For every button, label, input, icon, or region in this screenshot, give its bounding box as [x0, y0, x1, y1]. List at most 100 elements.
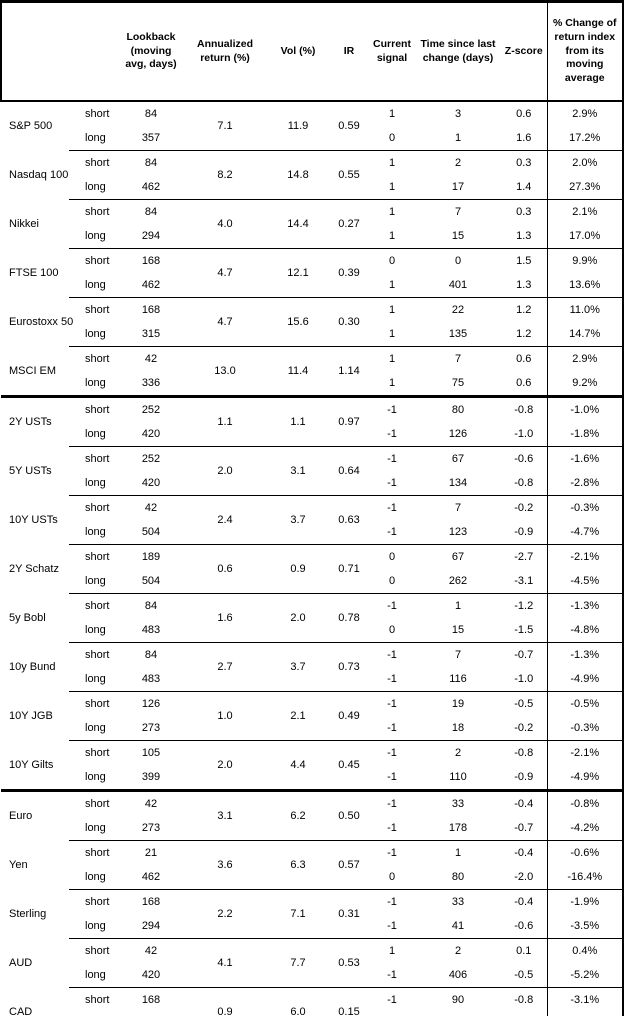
pct-change-value: -4.2% — [546, 816, 623, 841]
asset-name: 10Y Gilts — [9, 758, 54, 771]
vol-value: 0.9 — [267, 544, 329, 594]
horizon-label: long — [85, 477, 106, 489]
table-row: 5Y USTs short 252 2.0 3.1 0.64 -1 67 -0.6 -1.6% — [1, 446, 623, 496]
horizon-label: short — [69, 248, 119, 273]
zscore-value: 0.6 — [501, 346, 547, 371]
table-row: 5y Bobl short 84 1.6 2.0 0.78 -1 1 -1.2 -1.3% — [1, 593, 623, 643]
horizon-label: short — [69, 691, 119, 716]
asset-name: CAD — [9, 1005, 33, 1016]
signal-value: -1 — [387, 428, 397, 440]
table-row: CAD short 168 0.9 6.0 0.15 -1 90 -0.8 -3.1% — [1, 987, 623, 1016]
time-since-value: 134 — [448, 477, 468, 489]
annualized-return-value: 7.1 — [217, 120, 233, 132]
pct-change-value: -7.1% — [546, 1012, 623, 1016]
annualized-return-value: 2.0 — [183, 446, 267, 496]
lookback-value: 420 — [141, 428, 161, 440]
time-since-value: 1 — [415, 840, 501, 865]
signal-value: -1 — [387, 673, 397, 685]
lookback-value: 462 — [141, 279, 161, 291]
lookback-value: 168 — [119, 248, 183, 273]
signal-value: 0 — [388, 575, 396, 587]
time-since-value: 90 — [415, 987, 501, 1012]
zscore-value: -0.8 — [501, 395, 547, 422]
annualized-return-value: 1.0 — [183, 691, 267, 741]
zscore-value: -1.0 — [514, 428, 534, 440]
header-current-signal: Current signal — [369, 1, 415, 102]
vol-value: 14.4 — [267, 199, 329, 249]
ir-value: 0.55 — [329, 150, 369, 200]
table-row: long 483 0 15 -1.5 -4.8% — [1, 618, 623, 643]
zscore-value: -0.8 — [514, 477, 534, 489]
lookback-value: 126 — [119, 691, 183, 716]
horizon-label: short — [69, 446, 119, 471]
horizon-label: long — [85, 181, 106, 193]
pct-change-value: -16.4% — [546, 865, 623, 890]
asset-name: Nasdaq 100 — [9, 169, 69, 181]
lookback-value: 42 — [119, 789, 183, 816]
time-since-value: 33 — [415, 789, 501, 816]
horizon-label: short — [69, 150, 119, 175]
asset-name: FTSE 100 — [9, 267, 59, 279]
pct-change-value: 2.1% — [546, 199, 623, 224]
lookback-value: 294 — [141, 920, 161, 932]
ir-value: 0.57 — [329, 840, 369, 890]
time-since-value: 2 — [415, 740, 501, 765]
lookback-value: 462 — [141, 871, 161, 883]
lookback-value: 21 — [119, 840, 183, 865]
pct-change-value: -4.9% — [546, 765, 623, 791]
signal-value: 0 — [388, 624, 396, 636]
asset-name: 10Y JGB — [9, 710, 53, 722]
pct-change-value: -0.6% — [546, 840, 623, 865]
table-header: Lookback (moving avg, days) Annualized r… — [0, 1, 623, 102]
pct-change-value: 9.2% — [546, 371, 623, 397]
lookback-value: 504 — [119, 1012, 183, 1016]
signal-value: -1 — [387, 526, 397, 538]
signal-value: -1 — [369, 1012, 415, 1016]
time-since-value: 262 — [448, 575, 468, 587]
horizon-label: long — [85, 673, 106, 685]
ir-value: 0.27 — [329, 199, 369, 249]
table-row: long 420 -1 134 -0.8 -2.8% — [1, 471, 623, 496]
horizon-label: long — [85, 722, 106, 734]
ir-value: 0.39 — [329, 248, 369, 298]
annualized-return-value: 4.7 — [183, 248, 267, 298]
pct-change-value: -2.8% — [546, 471, 623, 496]
header-time-since: Time since last change (days) — [415, 1, 501, 102]
vol-value: 12.1 — [267, 248, 329, 298]
ir-value: 1.14 — [329, 346, 369, 397]
signal-value: 1 — [369, 150, 415, 175]
zscore-value: -0.2 — [501, 495, 547, 520]
time-since-value: 67 — [415, 446, 501, 471]
annualized-return-value: 2.2 — [183, 889, 267, 939]
table-row: S&P 500 short 84 7.1 11.9 0.59 1 3 0.6 2.9% — [1, 101, 623, 132]
time-since-value: 33 — [415, 889, 501, 914]
header-asset — [0, 1, 69, 102]
table-row: long 462 0 80 -2.0 -16.4% — [1, 865, 623, 890]
signal-value: 1 — [388, 377, 396, 389]
annualized-return-value: 2.0 — [183, 740, 267, 791]
signal-value: -1 — [369, 740, 415, 765]
signal-value: -1 — [387, 969, 397, 981]
time-since-value: 1 — [454, 132, 462, 144]
signal-value: -1 — [369, 495, 415, 520]
zscore-value: -1.5 — [514, 624, 534, 636]
vol-value: 7.1 — [267, 889, 329, 939]
zscore-value: -0.7 — [501, 642, 547, 667]
signal-value: 0 — [369, 248, 415, 273]
horizon-label: long — [85, 822, 106, 834]
table-row: long 294 -1 41 -0.6 -3.5% — [1, 914, 623, 939]
zscore-value: -0.4 — [501, 889, 547, 914]
lookback-value: 42 — [119, 495, 183, 520]
pct-change-value: -0.5% — [546, 691, 623, 716]
header-ir: IR — [329, 1, 369, 102]
signal-value: 1 — [388, 230, 396, 242]
signal-value: 1 — [369, 346, 415, 371]
horizon-label: long — [85, 920, 106, 932]
vol-value: 3.1 — [267, 446, 329, 496]
pct-change-value: 2.9% — [546, 101, 623, 126]
zscore-value: -0.5 — [501, 691, 547, 716]
zscore-value: -2.0 — [514, 871, 534, 883]
header-zscore: Z-score — [501, 1, 547, 102]
